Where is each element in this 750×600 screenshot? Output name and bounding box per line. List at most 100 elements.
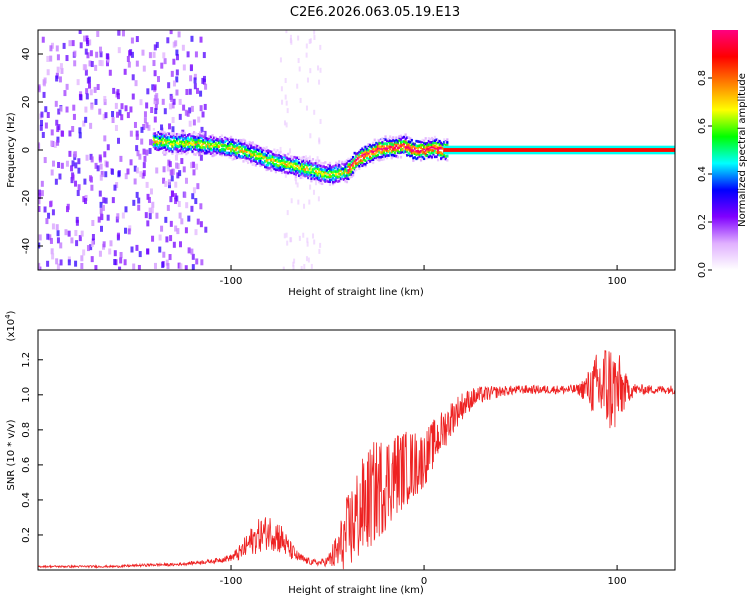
- heatmap-ridge-cell: [359, 159, 362, 162]
- heatmap-ridge-cell: [387, 154, 390, 157]
- heatmap-ridge-cell: [319, 161, 322, 165]
- heatmap-ridge-cell: [234, 157, 237, 160]
- heatmap-ridge-cell: [217, 145, 220, 148]
- heatmap-ridge-cell: [307, 161, 310, 165]
- heatmap-streak-cell: [310, 263, 313, 269]
- heatmap-ridge-cell: [282, 168, 285, 171]
- heatmap-ridge-cell: [174, 133, 177, 136]
- heatmap-ridge-cell: [205, 137, 208, 140]
- heatmap-ridge-cell: [336, 180, 339, 183]
- heatmap-noise-cell: [56, 263, 60, 270]
- heatmap-ridge-cell: [432, 137, 435, 141]
- heatmap-ridge-cell: [240, 154, 244, 158]
- heatmap-noise-cell: [114, 124, 118, 131]
- heatmap-ridge-cell: [418, 140, 421, 144]
- heatmap-noise-cell: [100, 170, 104, 177]
- heatmap-ridge-cell: [172, 136, 176, 139]
- heatmap-ridge-cell: [194, 143, 197, 146]
- heatmap-ridge-cell: [192, 152, 196, 156]
- heatmap-ridge-cell: [182, 131, 185, 135]
- heatmap-ridge-cell: [409, 140, 412, 144]
- heatmap-noise-cell: [120, 114, 124, 121]
- heatmap-ridge-cell: [316, 167, 319, 171]
- heatmap-noise-cell: [196, 218, 200, 225]
- heatmap-ridge-cell: [313, 167, 316, 170]
- heatmap-ridge-cell: [331, 168, 335, 172]
- heatmap-ridge-cell: [186, 145, 189, 149]
- heatmap-ridge-cell: [348, 175, 352, 179]
- heatmap-noise-cell: [100, 225, 104, 232]
- heatmap-noise-cell: [167, 179, 171, 186]
- heatmap-ridge-cell: [305, 174, 308, 177]
- heatmap-ridge-cell: [247, 145, 250, 148]
- heatmap-ridge-cell: [257, 149, 261, 152]
- heatmap-noise-cell: [172, 58, 176, 65]
- heatmap-ridge-cell: [330, 170, 333, 173]
- heatmap-ridge-cell: [399, 148, 403, 152]
- heatmap-ridge-cell: [418, 151, 421, 155]
- heatmap-ridge-cell: [285, 165, 288, 169]
- heatmap-ridge-cell: [416, 140, 420, 143]
- heatmap-ridge-cell: [345, 174, 349, 177]
- heatmap-ridge-cell: [180, 134, 183, 137]
- heatmap-streak-cell: [318, 248, 321, 254]
- heatmap-ridge-cell: [446, 158, 449, 162]
- heatmap-ridge-cell: [291, 168, 294, 171]
- heatmap-noise-cell: [169, 220, 173, 227]
- heatmap-ridge-cell: [299, 167, 302, 170]
- heatmap-ridge-cell: [367, 144, 370, 148]
- heatmap-ridge-cell: [304, 161, 307, 165]
- heatmap-ridge-cell: [158, 147, 162, 151]
- heatmap-ridge-cell: [406, 141, 409, 145]
- heatmap-ridge-cell: [373, 152, 376, 156]
- heatmap-ridge-cell: [406, 153, 409, 157]
- heatmap-ridge-cell: [188, 141, 191, 145]
- heatmap-ridge-cell: [245, 153, 248, 157]
- heatmap-ridge-cell: [384, 142, 387, 145]
- heatmap-ridge-cell: [302, 155, 305, 159]
- heatmap-ridge-cell: [157, 146, 160, 149]
- heatmap-ridge-cell: [155, 131, 159, 135]
- heatmap-ridge-cell: [231, 151, 234, 155]
- heatmap-ridge-cell: [196, 138, 199, 141]
- heatmap-ridge-cell: [163, 143, 166, 147]
- heatmap-ridge-cell: [324, 161, 327, 164]
- heatmap-ridge-cell: [356, 161, 359, 165]
- spectrogram-y-tick-label: -40: [21, 238, 32, 254]
- heatmap-ridge-cell: [225, 137, 228, 140]
- heatmap-noise-cell: [103, 95, 107, 102]
- heatmap-ridge-cell: [196, 140, 199, 144]
- heatmap-noise-cell: [137, 197, 141, 204]
- heatmap-noise-cell: [124, 173, 128, 180]
- heatmap-ridge-cell: [335, 173, 338, 176]
- heatmap-ridge-cell: [294, 167, 298, 170]
- heatmap-noise-cell: [94, 162, 98, 169]
- heatmap-noise-cell: [118, 109, 122, 116]
- heatmap-ridge-cell: [441, 152, 444, 156]
- heatmap-ridge-cell: [324, 166, 327, 169]
- heatmap-ridge-cell: [152, 145, 156, 149]
- heatmap-ridge-cell: [260, 150, 264, 154]
- heatmap-ridge-cell: [352, 155, 355, 159]
- heatmap-ridge-cell: [361, 151, 364, 155]
- heatmap-ridge-cell: [267, 156, 270, 160]
- heatmap-ridge-cell: [430, 155, 433, 159]
- heatmap-ridge-cell: [413, 145, 416, 148]
- heatmap-ridge-cell: [199, 145, 202, 149]
- heatmap-ridge-cell: [324, 171, 327, 174]
- heatmap-ridge-cell: [239, 150, 242, 153]
- heatmap-ridge-cell: [427, 148, 430, 151]
- heatmap-ridge-cell: [433, 149, 437, 153]
- snr-y-scale-tail: ): [6, 310, 17, 314]
- heatmap-ridge-cell: [223, 144, 227, 147]
- heatmap-noise-cell: [98, 250, 102, 257]
- heatmap-ridge-cell: [304, 168, 307, 171]
- heatmap-noise-cell: [198, 150, 202, 157]
- heatmap-ridge-cell: [172, 132, 176, 135]
- heatmap-ridge-cell: [177, 152, 180, 155]
- heatmap-ridge-cell: [297, 161, 301, 165]
- heatmap-ridge-cell: [415, 144, 418, 147]
- colorbar-ticks: 0.00.20.40.60.8: [697, 70, 712, 278]
- heatmap-noise-cell: [182, 64, 186, 71]
- heatmap-ridge-cell: [404, 146, 407, 149]
